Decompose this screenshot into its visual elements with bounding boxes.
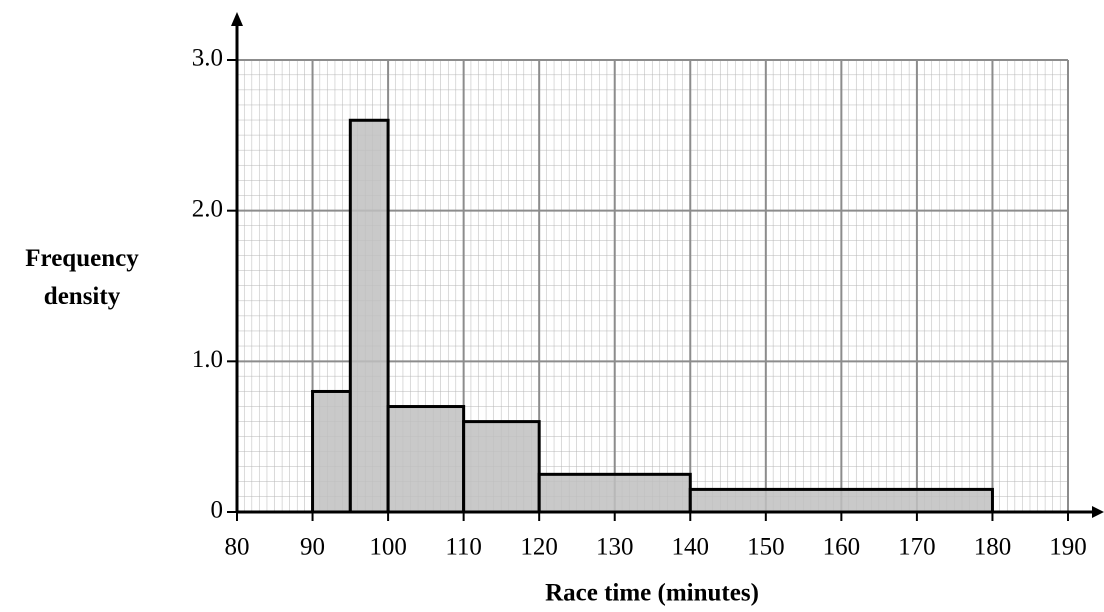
x-tick-label: 120 (520, 534, 558, 561)
x-tick-label: 190 (1049, 534, 1087, 561)
x-tick-label: 150 (747, 534, 785, 561)
x-tick-label: 80 (225, 534, 250, 561)
x-tick-label: 90 (300, 534, 325, 561)
bar (688, 487, 994, 514)
x-tick-label: 170 (898, 534, 936, 561)
y-tick-label: 2.0 (192, 195, 223, 222)
x-tick-label: 140 (672, 534, 710, 561)
y-tick-label: 1.0 (192, 346, 223, 373)
x-axis-label: Race time (minutes) (545, 580, 759, 607)
x-tick-label: 160 (823, 534, 861, 561)
y-axis-arrow (231, 12, 243, 26)
x-axis-arrow (1092, 506, 1104, 518)
bar (537, 472, 692, 514)
y-tick-label: 0 (211, 497, 224, 524)
bar (462, 420, 541, 514)
bar (386, 405, 466, 514)
y-axis-label: Frequency density (25, 245, 139, 310)
x-tick-label: 130 (596, 534, 634, 561)
x-tick-label: 100 (369, 534, 407, 561)
x-tick-label: 110 (445, 534, 482, 561)
bar (311, 389, 352, 514)
bar (348, 118, 390, 514)
x-tick-label: 180 (974, 534, 1012, 561)
y-tick-label: 3.0 (192, 45, 223, 72)
